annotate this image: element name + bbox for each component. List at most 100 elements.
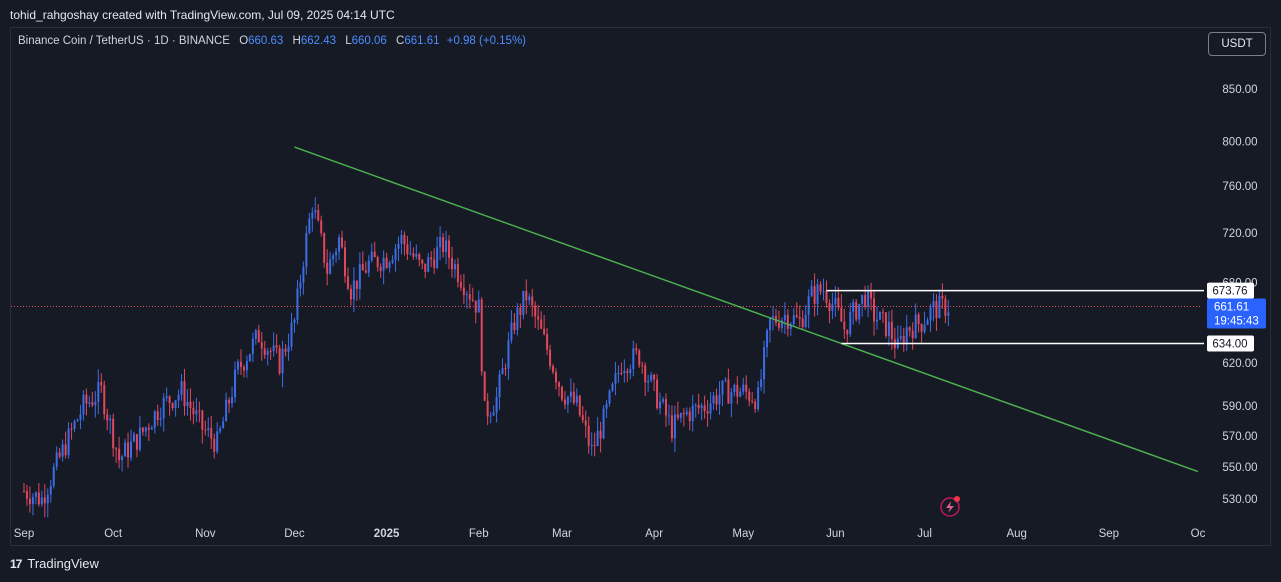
candle-body <box>379 267 382 271</box>
candle-body <box>846 329 849 335</box>
candle-body <box>254 330 257 340</box>
candle-body <box>418 254 421 260</box>
tradingview-branding[interactable]: 17 TradingView <box>10 556 99 571</box>
candle-body <box>436 247 439 268</box>
candle-body <box>492 412 495 416</box>
candle-body <box>757 387 760 410</box>
candle-body <box>819 284 822 292</box>
candle-body <box>920 324 923 332</box>
candle-body <box>929 307 932 321</box>
candle-body <box>878 311 881 320</box>
candle-body <box>183 381 186 407</box>
candle-body <box>198 410 201 412</box>
candle-body <box>207 428 210 430</box>
alert-icon[interactable] <box>940 496 960 517</box>
price-tick-label: 550.00 <box>1222 462 1257 474</box>
candle-body <box>638 350 641 366</box>
candle-body <box>712 395 715 404</box>
candle-body <box>358 264 361 289</box>
high-label: H <box>292 35 301 47</box>
candle-body <box>427 257 430 272</box>
candle-body <box>810 286 813 297</box>
candle-body <box>694 404 697 406</box>
candle-body <box>448 240 451 258</box>
candle-body <box>471 299 474 301</box>
candle-body <box>222 421 225 429</box>
candle-body <box>388 262 391 268</box>
candles <box>23 197 950 518</box>
candle-body <box>700 405 703 409</box>
symbol-legend[interactable]: Binance Coin / TetherUS · 1D · BINANCE O… <box>18 35 526 47</box>
candle-body <box>519 307 522 315</box>
candle-body <box>61 444 64 457</box>
candle-body <box>34 492 37 498</box>
candle-body <box>798 316 801 319</box>
time-tick-label: Mar <box>552 528 572 540</box>
candle-body <box>275 345 278 348</box>
candle-body <box>861 294 864 304</box>
candle-body <box>549 349 552 367</box>
candle-body <box>159 418 162 420</box>
candle-body <box>132 434 135 442</box>
candle-body <box>421 259 424 264</box>
candle-body <box>771 316 774 318</box>
candle-body <box>162 397 165 419</box>
candle-body <box>537 316 540 320</box>
time-tick-label: Sep <box>14 528 34 540</box>
price-badges: 673.76 634.00 661.61 19:45:43 <box>1207 282 1266 352</box>
candle-body <box>935 300 938 319</box>
symbol-title[interactable]: Binance Coin / TetherUS · 1D · BINANCE <box>18 35 230 47</box>
candle-body <box>103 385 106 415</box>
candle-body <box>85 394 88 404</box>
candle-body <box>498 374 501 397</box>
candle-body <box>228 399 231 404</box>
candle-body <box>409 253 412 255</box>
candle-body <box>459 282 462 288</box>
candle-body <box>626 370 629 374</box>
candle-body <box>804 314 807 328</box>
candle-body <box>688 411 691 422</box>
open-label: O <box>239 35 249 47</box>
candle-body <box>754 401 757 410</box>
candle-body <box>302 266 305 283</box>
candle-body <box>724 379 727 381</box>
candle-body <box>82 394 85 415</box>
time-tick-label: Jul <box>917 528 932 540</box>
candle-body <box>709 403 712 414</box>
candle-body <box>560 386 563 400</box>
candle-body <box>555 372 558 383</box>
candle-body <box>28 498 31 505</box>
candle-body <box>870 290 873 299</box>
candle-body <box>73 421 76 429</box>
candle-body <box>400 234 403 244</box>
currency-button[interactable]: USDT <box>1208 32 1266 56</box>
candle-body <box>52 467 55 487</box>
candle-body <box>495 396 498 413</box>
close-label: C <box>396 35 405 47</box>
candle-body <box>171 403 174 409</box>
candle-body <box>947 312 950 316</box>
time-tick-label: Apr <box>645 528 663 540</box>
chart-frame[interactable] <box>10 27 1271 546</box>
candle-body <box>257 330 260 343</box>
candle-body <box>890 321 893 340</box>
candle-body <box>450 257 453 270</box>
candle-body <box>281 348 284 374</box>
candle-body <box>251 339 254 355</box>
candle-body <box>777 322 780 328</box>
candle-body <box>664 399 667 416</box>
candle-body <box>326 262 329 274</box>
candle-body <box>293 319 296 323</box>
candle-body <box>783 314 786 321</box>
candle-body <box>703 405 706 412</box>
candle-body <box>118 448 121 461</box>
candle-body <box>843 321 846 330</box>
candle-body <box>415 254 418 257</box>
candle-body <box>884 312 887 336</box>
candle-body <box>49 486 52 495</box>
candle-body <box>581 415 584 421</box>
candle-body <box>109 418 112 421</box>
candle-body <box>721 380 724 395</box>
candle-body <box>445 240 448 253</box>
